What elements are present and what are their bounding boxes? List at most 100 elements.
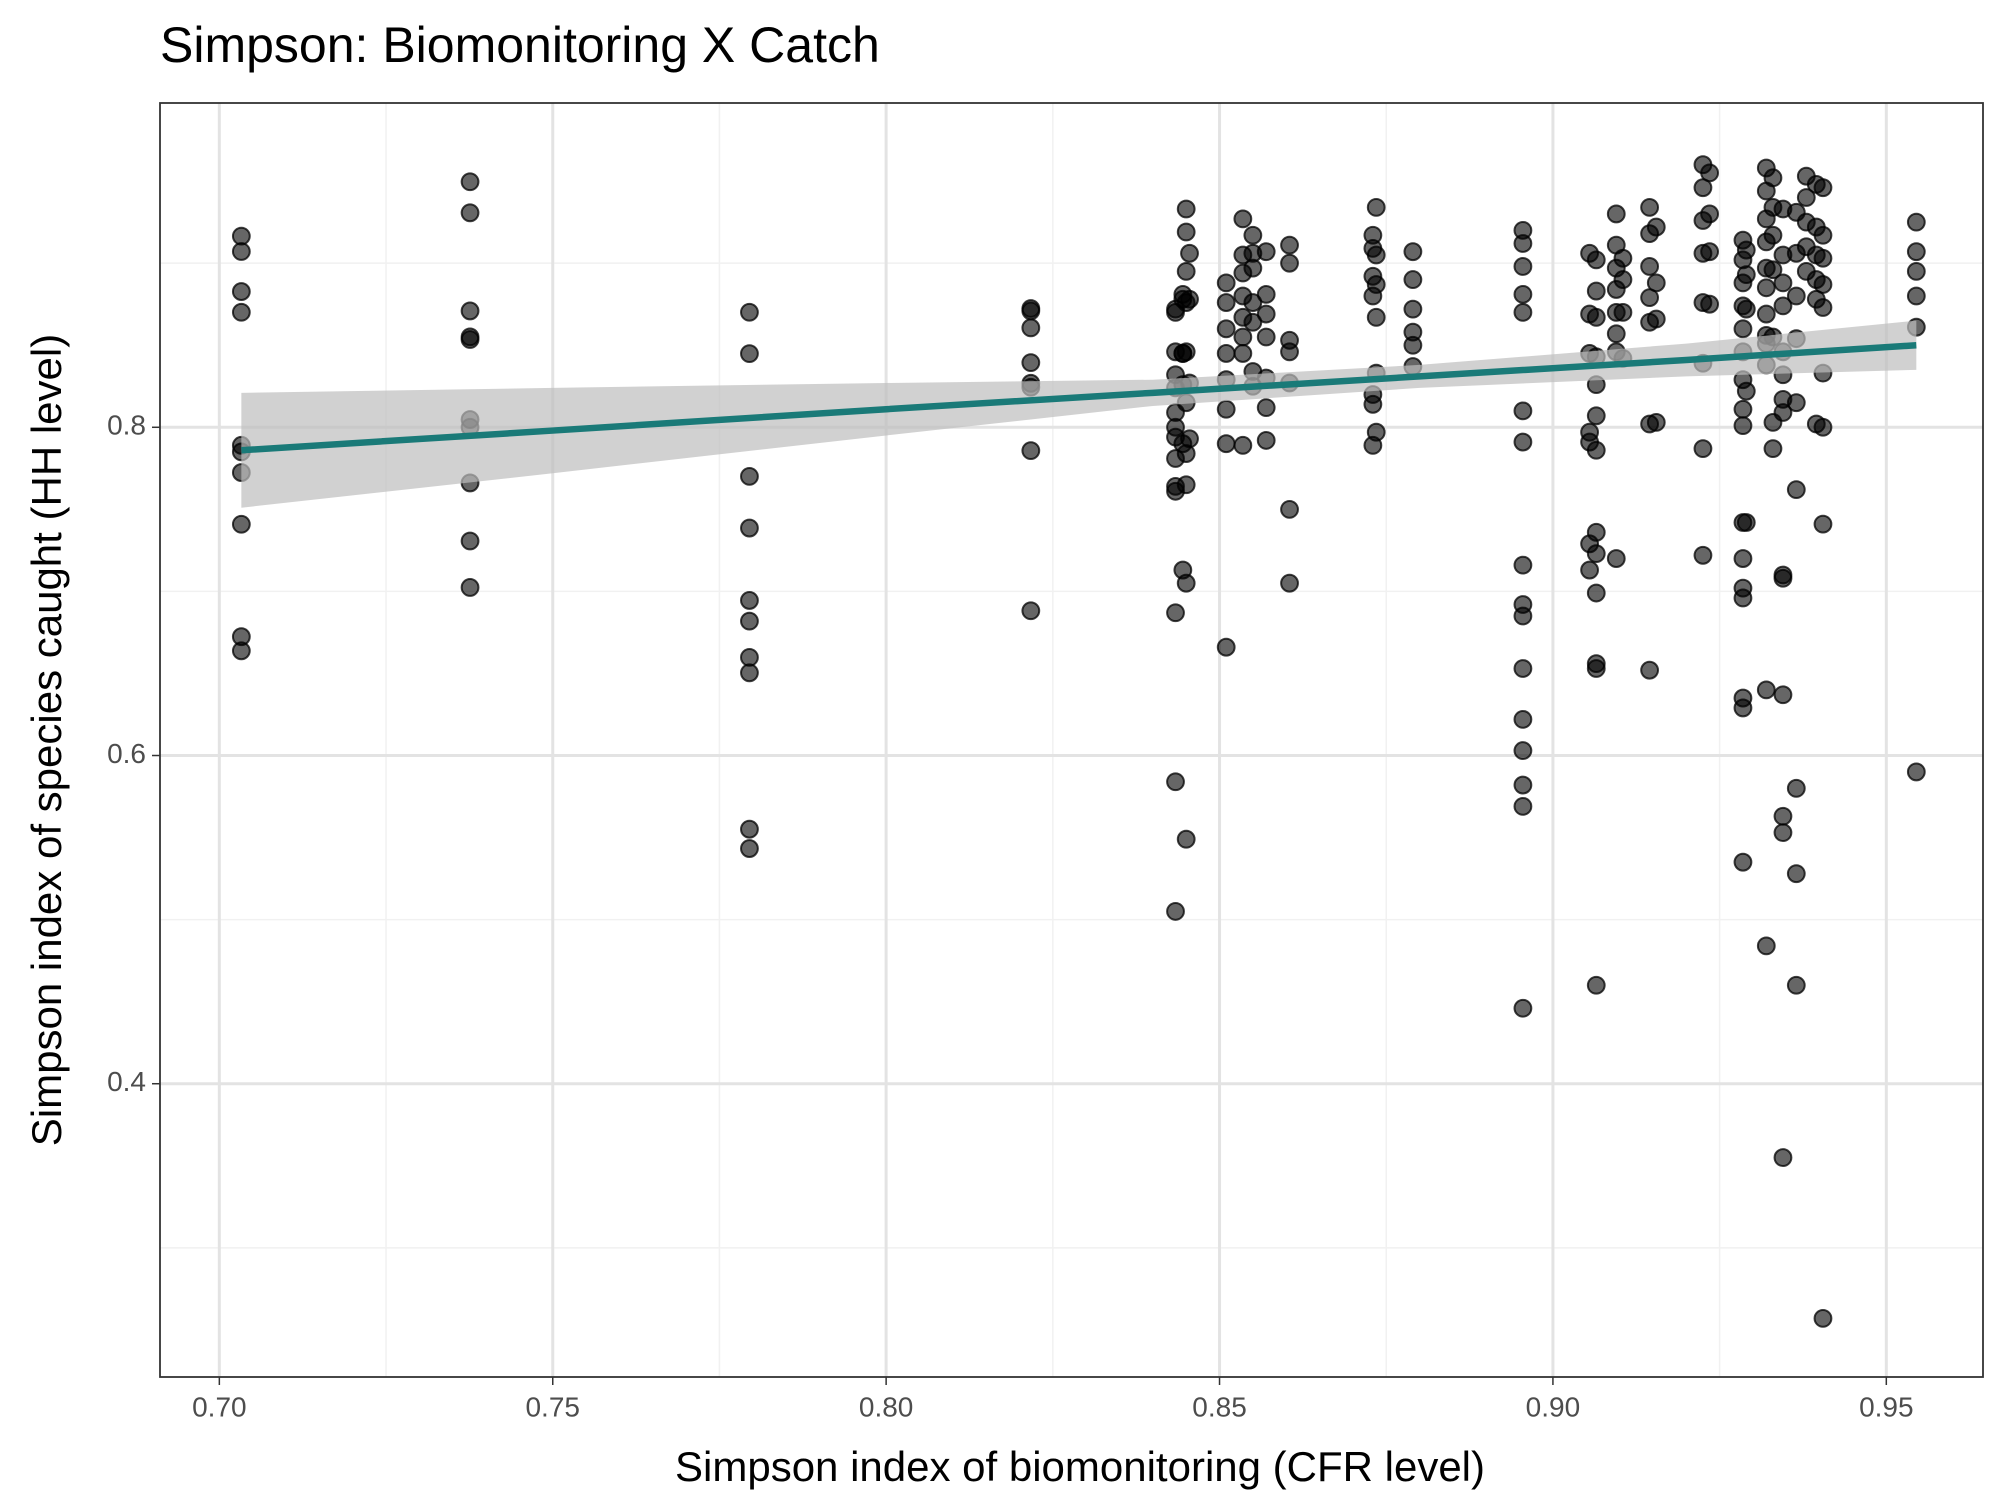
point [1786, 480, 1806, 500]
point [1813, 275, 1833, 294]
point [1906, 762, 1926, 782]
point [1756, 278, 1776, 298]
point [1233, 435, 1253, 455]
point [1180, 289, 1199, 309]
point [1906, 242, 1926, 262]
point [1813, 417, 1833, 437]
point [1906, 212, 1926, 232]
point [1233, 344, 1253, 363]
y-axis-label: Simpson index of species caught (HH leve… [23, 334, 70, 1146]
point [1586, 406, 1606, 426]
point [1176, 222, 1196, 242]
confidence-band [241, 320, 1917, 508]
point [1243, 225, 1263, 245]
point [1640, 197, 1660, 217]
point [1176, 261, 1196, 281]
point [1216, 434, 1236, 454]
point [1216, 319, 1236, 339]
point [1763, 225, 1783, 245]
point [1813, 298, 1833, 317]
point [1736, 299, 1756, 319]
point [1773, 273, 1793, 293]
point [1021, 301, 1041, 321]
point [740, 302, 759, 322]
point [1786, 778, 1806, 798]
point [1176, 829, 1196, 849]
point [1786, 286, 1806, 306]
point [1640, 257, 1660, 276]
point [1700, 294, 1720, 314]
point [1216, 637, 1236, 657]
point [460, 301, 480, 321]
point [1366, 307, 1386, 327]
point [1640, 660, 1660, 680]
point [1256, 431, 1276, 450]
point [1646, 309, 1666, 329]
point [1166, 772, 1185, 792]
point [740, 647, 759, 667]
point [1756, 680, 1776, 700]
point [1813, 178, 1833, 198]
point [1216, 293, 1236, 312]
point [1586, 544, 1606, 564]
point [1736, 381, 1756, 401]
point [1513, 606, 1533, 626]
x-tick-label: 0.85 [1192, 1391, 1247, 1422]
point [1773, 823, 1793, 843]
point [1176, 342, 1196, 362]
point [1021, 353, 1041, 373]
point [1513, 775, 1533, 795]
point [1403, 335, 1423, 355]
point [1733, 698, 1753, 718]
point [1613, 248, 1633, 268]
point [1243, 258, 1263, 278]
point [1606, 204, 1626, 224]
point [1763, 260, 1783, 280]
point [1813, 1309, 1833, 1328]
point [460, 172, 480, 192]
point [1606, 324, 1626, 344]
point [460, 578, 480, 597]
point [1256, 304, 1276, 324]
point [1733, 588, 1753, 608]
point [1586, 583, 1606, 603]
point [1773, 296, 1793, 316]
point [1280, 499, 1299, 519]
point [1280, 235, 1299, 255]
x-tick-label: 0.90 [1526, 1391, 1581, 1422]
point [740, 518, 759, 538]
x-tick-label: 0.70 [192, 1391, 247, 1422]
x-tick-label: 0.75 [525, 1391, 580, 1422]
point [1513, 555, 1533, 575]
point [1166, 417, 1185, 437]
point [1363, 394, 1383, 414]
point [1586, 250, 1606, 270]
point [1513, 257, 1533, 276]
point [1773, 1148, 1793, 1167]
point [1773, 685, 1793, 705]
point [231, 242, 251, 261]
point [740, 344, 759, 363]
point [1736, 240, 1756, 260]
panel-border [159, 102, 1984, 1378]
point [460, 531, 480, 551]
point [1366, 422, 1386, 442]
point [1216, 344, 1236, 363]
point [1786, 864, 1806, 884]
point [1586, 440, 1606, 460]
point [1613, 303, 1633, 322]
point [740, 819, 759, 839]
point [1366, 245, 1386, 265]
point [1176, 573, 1196, 593]
point [1280, 573, 1299, 593]
point [231, 282, 251, 301]
point [1513, 741, 1533, 760]
point [1256, 242, 1276, 262]
point [1216, 273, 1236, 293]
point [740, 663, 759, 683]
point [1906, 261, 1926, 281]
point [1513, 432, 1533, 452]
point [1733, 416, 1753, 436]
point [1586, 281, 1606, 301]
